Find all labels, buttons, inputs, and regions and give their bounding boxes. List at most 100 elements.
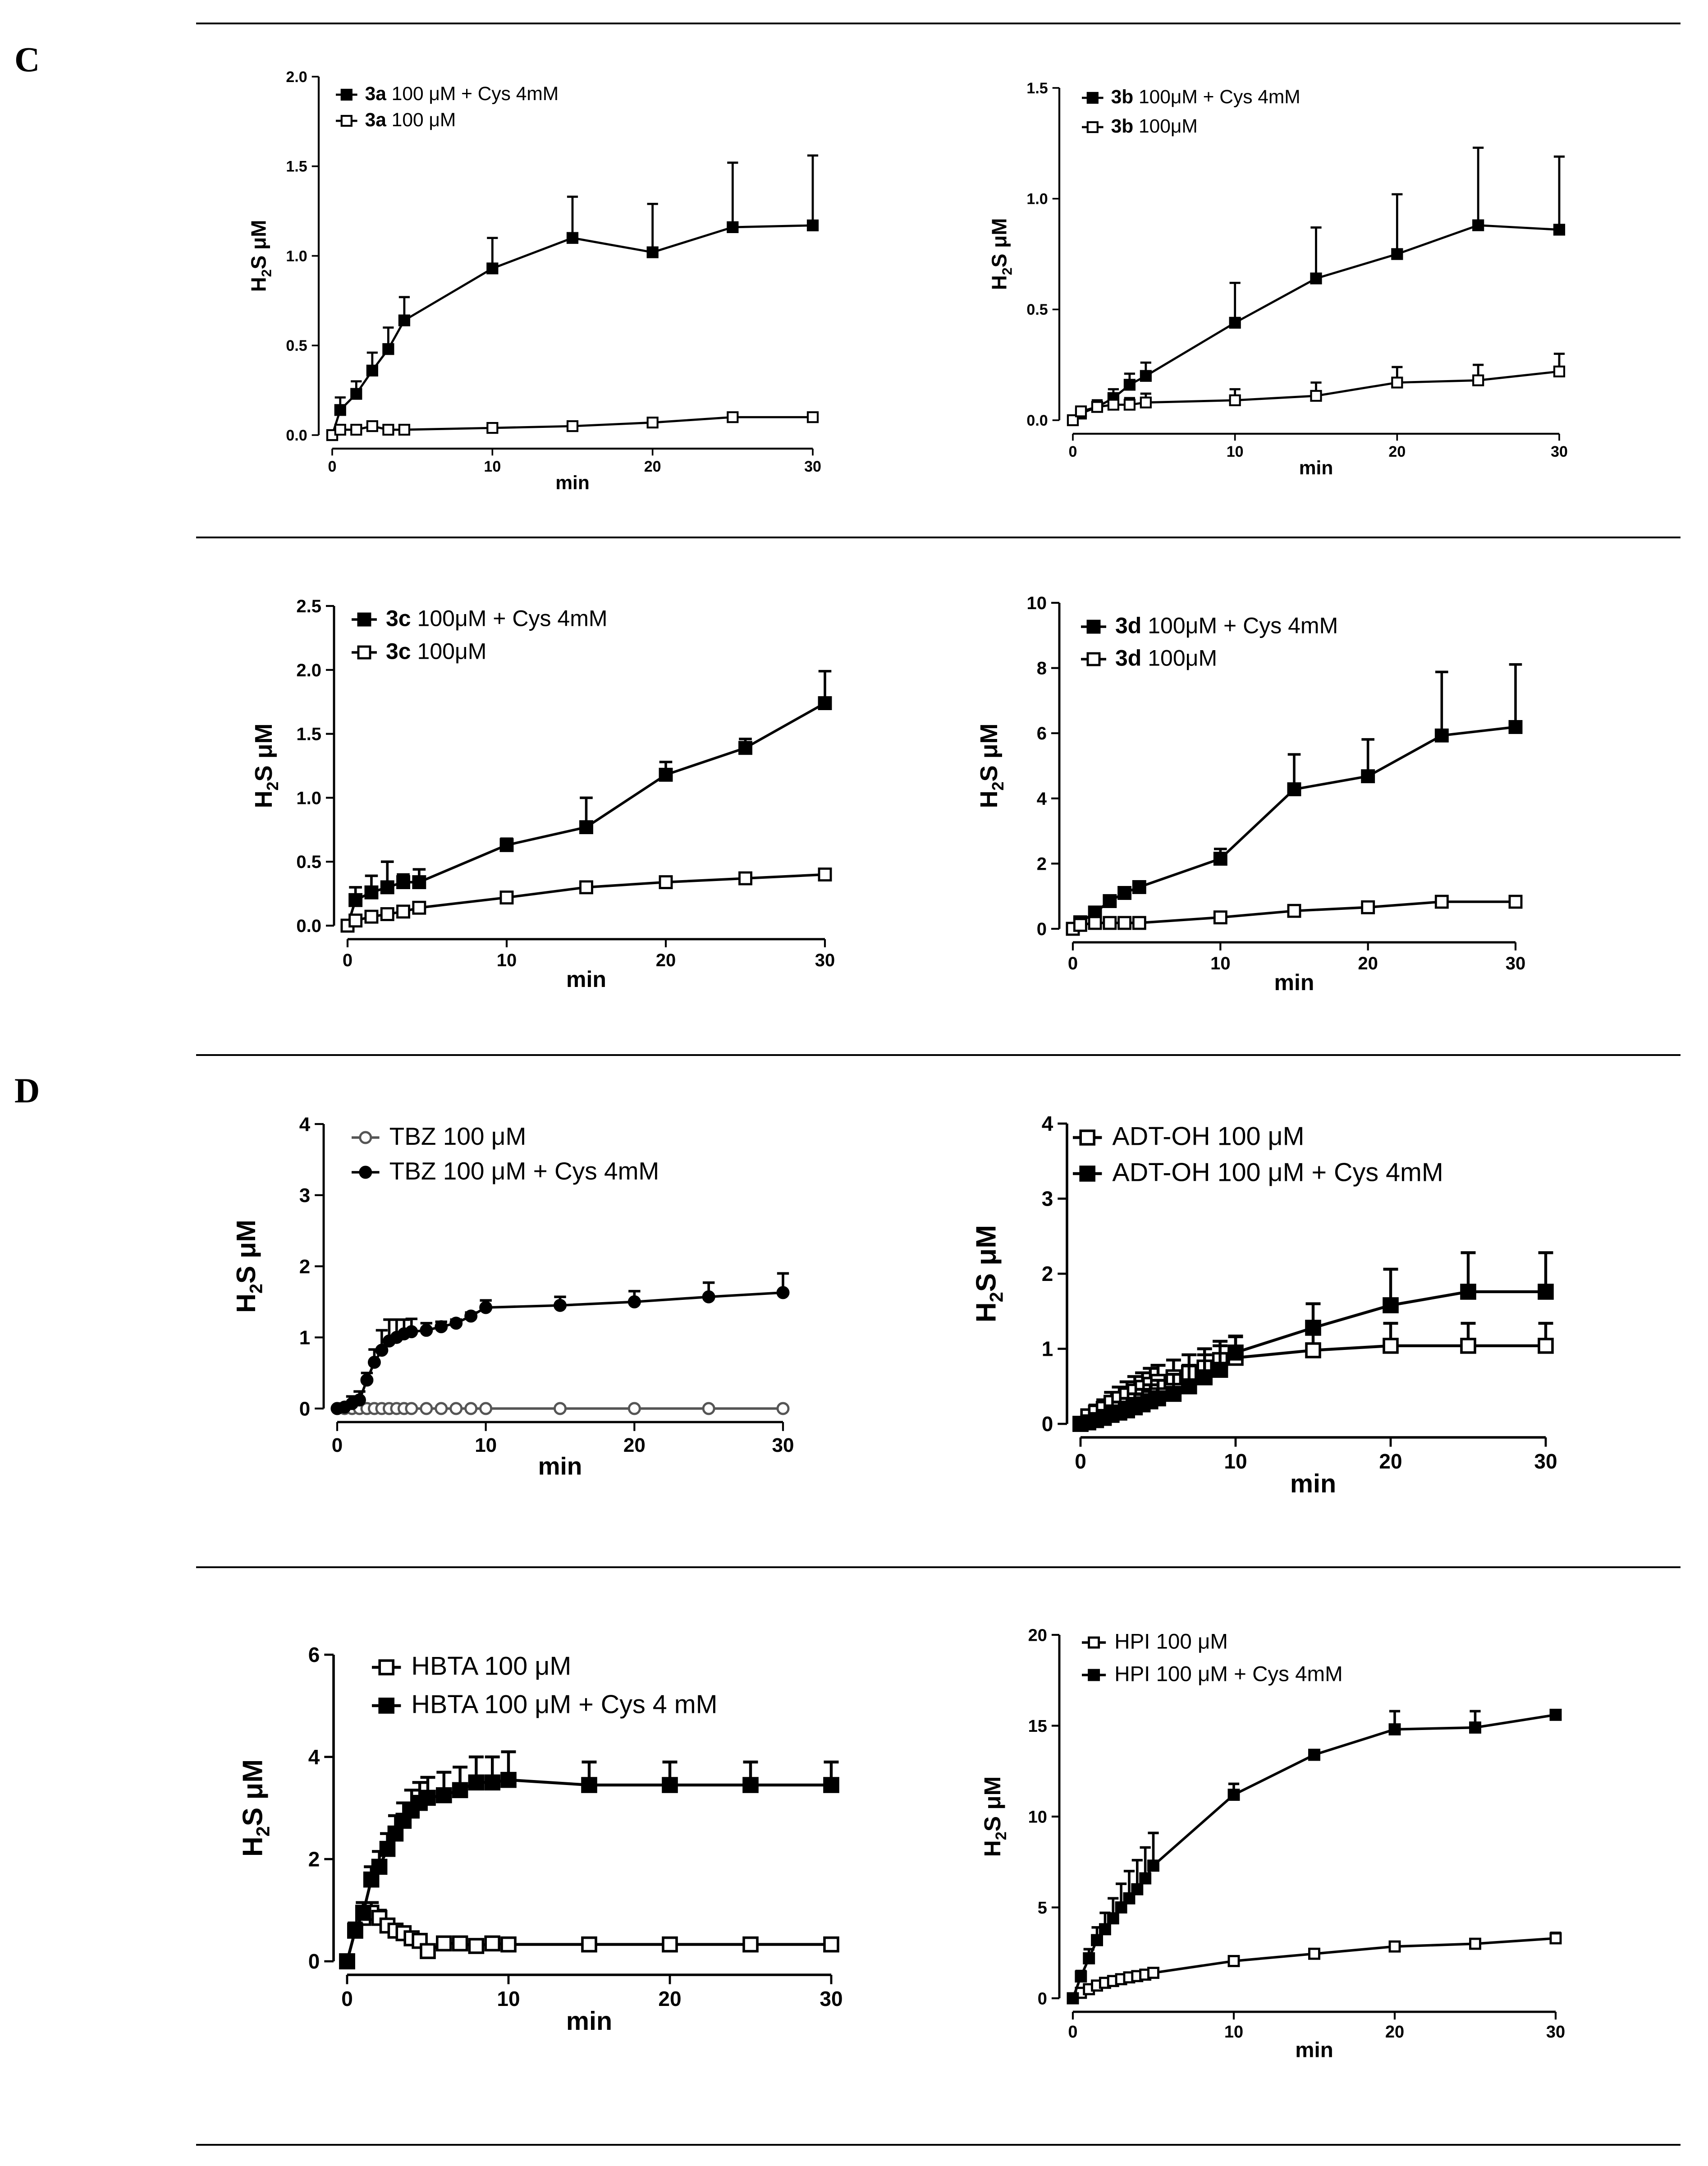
marker-point — [500, 1936, 517, 1953]
x-axis-title: min — [1290, 1469, 1336, 1498]
marker-point — [1383, 1338, 1399, 1354]
marker-point — [452, 1935, 468, 1952]
marker-point — [646, 246, 659, 258]
marker-point — [375, 1344, 389, 1357]
series-1 — [1066, 663, 1523, 936]
marker-point — [398, 423, 411, 436]
y-axis-title-rest: S μM — [971, 1225, 1002, 1292]
marker-point — [1067, 414, 1079, 427]
y-tick-label: 4 — [1037, 789, 1047, 809]
marker-point — [1508, 895, 1523, 909]
y-tick-label: 1.5 — [296, 725, 321, 744]
legend-entry: 3d 100μM + Cys 4mM — [1081, 613, 1338, 638]
marker-point — [742, 1777, 759, 1793]
x-tick-label: 10 — [484, 458, 501, 475]
marker-point — [1508, 720, 1523, 734]
legend-entry: 3a 100 μM + Cys 4mM — [336, 83, 559, 105]
y-tick-label: 1.5 — [1026, 80, 1048, 97]
legend-entry: 3c 100μM + Cys 4mM — [352, 606, 608, 631]
marker-point — [1227, 1345, 1244, 1361]
legend-label-rest: ADT-OH 100 μM + Cys 4mM — [1112, 1158, 1443, 1187]
x-tick-label: 30 — [815, 950, 835, 970]
marker-point — [366, 420, 378, 432]
marker-legend — [1088, 1636, 1100, 1649]
marker-point — [1075, 405, 1087, 418]
marker-point — [464, 1309, 478, 1323]
y-tick-label: 15 — [1028, 1717, 1047, 1736]
marker-point — [484, 1774, 500, 1791]
marker-point — [468, 1774, 485, 1791]
chart-8: 0 10 20 30 min 0 5 10 15 20 H2S μM HPI 100 μM HPI 10… — [980, 1626, 1565, 2062]
y-tick-label: 2.0 — [286, 69, 307, 86]
marker-point — [468, 1938, 485, 1954]
y-axis-title-rest: S μM — [237, 1759, 268, 1826]
marker-point — [486, 422, 499, 434]
y-tick-label: 2 — [308, 1847, 320, 1871]
y-axis-title: H2S μM — [980, 1776, 1010, 1857]
marker-point — [382, 423, 394, 436]
marker-point — [1388, 1723, 1401, 1736]
y-tick-label: 2.5 — [296, 597, 321, 616]
legend-label: ADT-OH 100 μM + Cys 4mM — [1112, 1158, 1443, 1187]
marker-point — [364, 885, 379, 899]
legend-entry: TBZ 100 μM — [352, 1122, 526, 1150]
marker-point — [380, 880, 394, 895]
marker-point — [1181, 1378, 1197, 1395]
legend-label-compound: 3d — [1115, 613, 1141, 638]
x-axis-title: min — [1295, 2038, 1333, 2062]
marker-point — [479, 1301, 493, 1314]
y-axis-title: H2S μM — [988, 218, 1015, 290]
marker-point — [1361, 769, 1375, 784]
x-tick-label: 30 — [804, 458, 821, 475]
x-axis-title: min — [538, 1452, 582, 1480]
chart-3: 0 10 20 30 min 0.0 0.5 1.0 1.5 2.0 2.5 H2S μM 3c 100… — [250, 597, 835, 992]
x-tick-label: 20 — [1379, 1450, 1402, 1473]
marker-point — [420, 1324, 433, 1337]
y-axis-title: H2S μM — [250, 723, 282, 808]
legend-label-compound: 3c — [386, 638, 411, 664]
series-2 — [1067, 353, 1566, 427]
marker-point — [500, 1771, 517, 1788]
marker-point — [1140, 396, 1152, 408]
legend-label-rest: 100μM — [1133, 116, 1198, 137]
series-2 — [1072, 1251, 1554, 1432]
y-tick-label: 1.0 — [1026, 191, 1048, 208]
marker-point — [387, 1825, 404, 1842]
y-tick-label: 3 — [1042, 1187, 1053, 1211]
y-axis-title-h: H — [247, 277, 270, 292]
y-tick-label: 0.0 — [1026, 412, 1048, 429]
x-axis-title: min — [1299, 458, 1333, 479]
y-tick-label: 2 — [1037, 854, 1047, 874]
y-tick-label: 4 — [308, 1745, 320, 1769]
y-tick-label: 0.5 — [296, 852, 321, 872]
marker-point — [380, 907, 394, 921]
legend-label: 3b 100μM + Cys 4mM — [1111, 87, 1300, 108]
legend-label: 3a 100 μM + Cys 4mM — [365, 83, 559, 105]
x-axis-title: min — [566, 2007, 612, 2036]
marker-point — [1107, 1912, 1119, 1925]
y-axis-title-rest: S μM — [988, 218, 1011, 268]
marker-point — [398, 314, 411, 326]
marker-point — [1131, 1883, 1144, 1895]
marker-point — [371, 1859, 388, 1875]
marker-point — [366, 364, 378, 377]
marker-point — [367, 1356, 381, 1369]
series-2 — [340, 867, 832, 933]
y-tick-label: 0.0 — [286, 427, 307, 444]
y-axis-title-h: H — [975, 791, 1003, 808]
marker-point — [420, 1402, 433, 1415]
marker-point — [1472, 219, 1484, 231]
legend-entry: 3b 100μM — [1082, 116, 1198, 137]
separator-rules — [196, 23, 1681, 2146]
legend-label: HPI 100 μM + Cys 4mM — [1114, 1662, 1342, 1686]
marker-point — [1388, 1940, 1401, 1953]
series-line — [1072, 1937, 1556, 2000]
marker-point — [363, 1871, 380, 1888]
x-tick-label: 0 — [1075, 1450, 1086, 1473]
marker-point — [334, 404, 346, 416]
series-1 — [330, 1402, 790, 1415]
marker-legend — [1088, 1669, 1100, 1681]
marker-legend — [1086, 121, 1099, 133]
